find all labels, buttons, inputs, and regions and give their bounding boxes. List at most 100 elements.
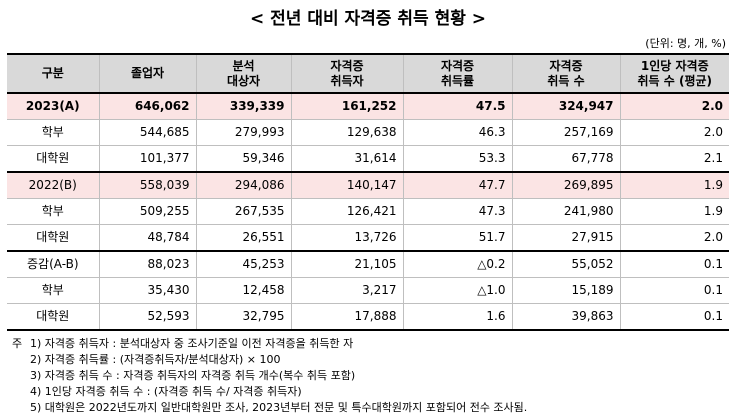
cell-certificate-count: 257,169: [511, 119, 621, 146]
cell-analysis-targets: 45,253: [195, 250, 292, 278]
cell-per-person-average: 2.0: [619, 119, 729, 146]
row-label: 학부: [7, 198, 100, 225]
cell-certificate-holders: 17,888: [290, 303, 404, 331]
table-row: 학부 509,255 267,535 126,421 47.3 241,980 …: [7, 198, 729, 225]
stats-table: 구분 졸업자 분석 대상자 자격증 취득자 자격증 취득률 자격증 취득 수 1인당 자…: [7, 53, 729, 331]
header-acquisition-rate: 자격증 취득률: [402, 53, 513, 94]
table-row: 대학원 101,377 59,346 31,614 53.3 67,778 2.…: [7, 145, 729, 173]
footnote-text: 3) 자격증 취득 수 : 자격증 취득자의 자격증 취득 개수(복수 취득 포…: [30, 369, 356, 382]
footnote: 주 1) 자격증 취득자 : 분석대상자 중 조사기준일 이전 자격증을 취득한 …: [12, 336, 732, 352]
row-label: 2022(B): [7, 171, 100, 199]
cell-graduates: 101,377: [98, 145, 197, 173]
table-row: 학부 35,430 12,458 3,217 △1.0 15,189 0.1: [7, 277, 729, 304]
cell-acquisition-rate: 47.7: [402, 171, 513, 199]
cell-analysis-targets: 267,535: [195, 198, 292, 225]
cell-acquisition-rate: △1.0: [402, 277, 513, 304]
footnotes: 주 1) 자격증 취득자 : 분석대상자 중 조사기준일 이전 자격증을 취득한 …: [12, 336, 732, 416]
header-certificate-holders-line1: 자격증: [330, 58, 364, 73]
cell-graduates: 88,023: [98, 250, 197, 278]
header-category: 구분: [7, 53, 100, 94]
cell-analysis-targets: 294,086: [195, 171, 292, 199]
cell-certificate-count: 241,980: [511, 198, 621, 225]
header-analysis-targets-line1: 분석: [232, 58, 255, 73]
cell-graduates: 509,255: [98, 198, 197, 225]
cell-acquisition-rate: △0.2: [402, 250, 513, 278]
footnote: 5) 대학원은 2022년도까지 일반대학원만 조사, 2023년부터 전문 및…: [12, 400, 732, 416]
table-row: 대학원 48,784 26,551 13,726 51.7 27,915 2.0: [7, 224, 729, 252]
cell-graduates: 52,593: [98, 303, 197, 331]
cell-certificate-holders: 21,105: [290, 250, 404, 278]
cell-certificate-holders: 161,252: [290, 92, 404, 120]
header-certificate-count-line2: 취득 수: [547, 73, 585, 88]
cell-per-person-average: 1.9: [619, 198, 729, 225]
footnote-text: 2) 자격증 취득률 : (자격증취득자/분석대상자) × 100: [30, 353, 281, 366]
table-row: 2023(A) 646,062 339,339 161,252 47.5 324…: [7, 92, 729, 120]
header-certificate-holders: 자격증 취득자: [290, 53, 404, 94]
row-label: 대학원: [7, 303, 100, 331]
cell-certificate-holders: 31,614: [290, 145, 404, 173]
cell-certificate-holders: 140,147: [290, 171, 404, 199]
header-analysis-targets-line2: 대상자: [226, 73, 261, 88]
header-acquisition-rate-line1: 자격증: [440, 58, 475, 73]
cell-analysis-targets: 279,993: [195, 119, 292, 146]
table-header-row: 구분 졸업자 분석 대상자 자격증 취득자 자격증 취득률 자격증 취득 수 1인당 자…: [7, 53, 729, 94]
cell-per-person-average: 0.1: [619, 250, 729, 278]
row-label: 학부: [7, 119, 100, 146]
row-label: 대학원: [7, 224, 100, 252]
table-row: 증감(A-B) 88,023 45,253 21,105 △0.2 55,052…: [7, 250, 729, 278]
table-row: 2022(B) 558,039 294,086 140,147 47.7 269…: [7, 171, 729, 199]
footnote: 2) 자격증 취득률 : (자격증취득자/분석대상자) × 100: [12, 352, 732, 368]
header-acquisition-rate-line2: 취득률: [440, 73, 475, 88]
cell-certificate-count: 15,189: [511, 277, 621, 304]
cell-analysis-targets: 339,339: [195, 92, 292, 120]
cell-certificate-count: 27,915: [511, 224, 621, 252]
row-label: 증감(A-B): [7, 250, 100, 278]
header-per-person-average-line1: 1인당 자격증: [640, 58, 709, 73]
table-row: 학부 544,685 279,993 129,638 46.3 257,169 …: [7, 119, 729, 146]
cell-graduates: 544,685: [98, 119, 197, 146]
cell-acquisition-rate: 46.3: [402, 119, 513, 146]
footnote-prefix: 주: [12, 337, 23, 350]
footnote: 4) 1인당 자격증 취득 수 : (자격증 취득 수/ 자격증 취득자): [12, 384, 732, 400]
row-label: 학부: [7, 277, 100, 304]
cell-per-person-average: 2.0: [619, 92, 729, 120]
cell-certificate-count: 269,895: [511, 171, 621, 199]
cell-certificate-holders: 126,421: [290, 198, 404, 225]
cell-certificate-count: 39,863: [511, 303, 621, 331]
cell-per-person-average: 2.1: [619, 145, 729, 173]
cell-per-person-average: 2.0: [619, 224, 729, 252]
cell-certificate-count: 55,052: [511, 250, 621, 278]
row-label: 대학원: [7, 145, 100, 173]
footnote: 3) 자격증 취득 수 : 자격증 취득자의 자격증 취득 개수(복수 취득 포…: [12, 368, 732, 384]
footnote-text: 1) 자격증 취득자 : 분석대상자 중 조사기준일 이전 자격증을 취득한 자: [30, 337, 354, 350]
header-per-person-average-line2: 취득 수 (평균): [637, 73, 713, 88]
cell-analysis-targets: 26,551: [195, 224, 292, 252]
cell-per-person-average: 0.1: [619, 277, 729, 304]
cell-graduates: 35,430: [98, 277, 197, 304]
header-per-person-average: 1인당 자격증 취득 수 (평균): [619, 53, 729, 94]
unit-note: (단위: 명, 개, %): [645, 37, 726, 50]
cell-certificate-holders: 129,638: [290, 119, 404, 146]
footnote-text: 5) 대학원은 2022년도까지 일반대학원만 조사, 2023년부터 전문 및…: [30, 401, 528, 414]
cell-acquisition-rate: 47.5: [402, 92, 513, 120]
cell-per-person-average: 0.1: [619, 303, 729, 331]
page-title: < 전년 대비 자격증 취득 현황 >: [249, 9, 487, 29]
footnote-text: 4) 1인당 자격증 취득 수 : (자격증 취득 수/ 자격증 취득자): [30, 385, 302, 398]
cell-per-person-average: 1.9: [619, 171, 729, 199]
header-graduates: 졸업자: [98, 53, 197, 94]
cell-graduates: 646,062: [98, 92, 197, 120]
cell-certificate-count: 324,947: [511, 92, 621, 120]
header-analysis-targets: 분석 대상자: [195, 53, 292, 94]
cell-analysis-targets: 59,346: [195, 145, 292, 173]
cell-acquisition-rate: 47.3: [402, 198, 513, 225]
header-certificate-count-line1: 자격증: [549, 58, 583, 73]
cell-acquisition-rate: 53.3: [402, 145, 513, 173]
cell-acquisition-rate: 51.7: [402, 224, 513, 252]
cell-acquisition-rate: 1.6: [402, 303, 513, 331]
header-certificate-count: 자격증 취득 수: [511, 53, 621, 94]
cell-graduates: 558,039: [98, 171, 197, 199]
cell-graduates: 48,784: [98, 224, 197, 252]
row-label: 2023(A): [7, 92, 100, 120]
table-row: 대학원 52,593 32,795 17,888 1.6 39,863 0.1: [7, 303, 729, 331]
cell-certificate-count: 67,778: [511, 145, 621, 173]
